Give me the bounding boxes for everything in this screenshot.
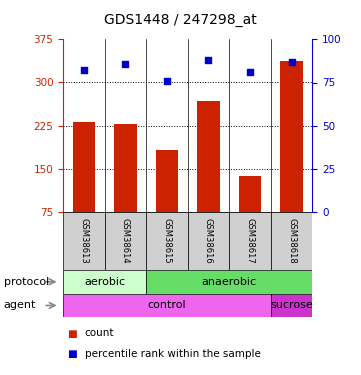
- Text: ■: ■: [67, 349, 77, 359]
- Text: GSM38613: GSM38613: [79, 218, 88, 264]
- Bar: [114, 124, 137, 212]
- Bar: [63, 212, 105, 270]
- Bar: [146, 212, 188, 270]
- Text: GSM38614: GSM38614: [121, 218, 130, 264]
- Point: [247, 69, 253, 75]
- Text: GSM38618: GSM38618: [287, 218, 296, 264]
- Text: GDS1448 / 247298_at: GDS1448 / 247298_at: [104, 13, 257, 27]
- Bar: [63, 294, 271, 317]
- Point: [122, 60, 129, 66]
- Point: [164, 78, 170, 84]
- Bar: [197, 101, 220, 212]
- Text: agent: agent: [4, 300, 36, 310]
- Text: aerobic: aerobic: [84, 277, 125, 287]
- Text: protocol: protocol: [4, 277, 49, 287]
- Bar: [73, 122, 95, 212]
- Bar: [188, 212, 229, 270]
- Bar: [239, 176, 261, 212]
- Bar: [156, 150, 178, 212]
- Point: [288, 59, 294, 65]
- Point: [205, 57, 211, 63]
- Bar: [280, 61, 303, 212]
- Text: anaerobic: anaerobic: [202, 277, 257, 287]
- Text: ■: ■: [67, 328, 77, 339]
- Text: percentile rank within the sample: percentile rank within the sample: [85, 349, 261, 359]
- Point: [81, 68, 87, 74]
- Bar: [271, 212, 312, 270]
- Text: control: control: [148, 300, 186, 310]
- Text: GSM38616: GSM38616: [204, 218, 213, 264]
- Text: GSM38617: GSM38617: [245, 218, 255, 264]
- Bar: [229, 212, 271, 270]
- Text: count: count: [85, 328, 114, 339]
- Bar: [146, 270, 312, 294]
- Bar: [105, 212, 146, 270]
- Text: sucrose: sucrose: [270, 300, 313, 310]
- Bar: [63, 270, 146, 294]
- Bar: [271, 294, 312, 317]
- Text: GSM38615: GSM38615: [162, 218, 171, 264]
